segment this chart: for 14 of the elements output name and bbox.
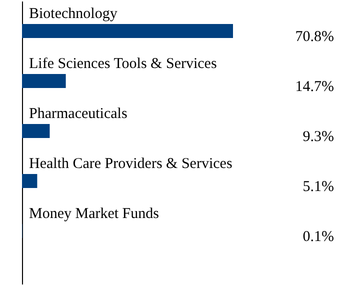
data-label: 0.1%	[302, 229, 334, 245]
y-tick-label: Pharmaceuticals	[29, 106, 128, 122]
data-label: 14.7%	[295, 79, 334, 95]
bar	[22, 174, 38, 188]
y-tick-label: Money Market Funds	[29, 206, 160, 222]
bar	[22, 124, 50, 138]
y-tick-label: Biotechnology	[29, 6, 118, 22]
bar	[22, 74, 66, 88]
data-label: 70.8%	[295, 29, 334, 45]
y-tick-label: Life Sciences Tools & Services	[29, 56, 217, 72]
y-tick-label: Health Care Providers & Services	[29, 156, 232, 172]
bar	[22, 24, 233, 38]
data-label: 5.1%	[302, 179, 334, 195]
data-label: 9.3%	[302, 129, 334, 145]
